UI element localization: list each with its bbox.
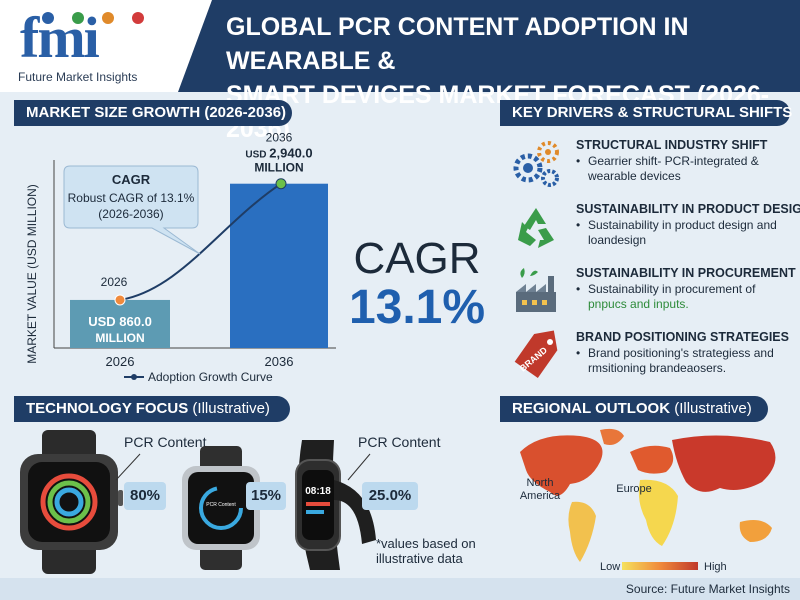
chart-legend: Adoption Growth Curve bbox=[124, 370, 273, 384]
driver-title: SUSTAINABILITY IN PROCUREMENT bbox=[576, 266, 796, 280]
device1-pct: 80% bbox=[124, 482, 166, 510]
curve-marker-2036 bbox=[275, 178, 287, 190]
callout-line-1: Robust CAGR of 13.1% bbox=[68, 191, 195, 205]
device3-pct: 25.0% bbox=[362, 482, 418, 510]
region-south-america bbox=[568, 501, 596, 562]
big-cagr-value: 13.1% bbox=[348, 281, 486, 334]
bar-2026-unit-label: MILLION bbox=[95, 331, 144, 345]
market-heading: MARKET SIZE GROWTH (2026-2036) bbox=[14, 100, 292, 126]
logo-text: Future Market Insights bbox=[18, 70, 138, 84]
regional-heading: REGIONAL OUTLOOK (Illustrative) bbox=[500, 396, 768, 422]
title-line-2: SMART DEVICES MARKET FORECAST (2026-2036… bbox=[226, 81, 770, 143]
bar-2036 bbox=[230, 183, 328, 348]
pointer-line bbox=[115, 453, 141, 481]
region-africa bbox=[638, 479, 678, 546]
region-australia bbox=[739, 520, 772, 542]
drivers-heading: KEY DRIVERS & STRUCTURAL SHIFTS bbox=[500, 100, 792, 126]
label-europe: Europe bbox=[616, 483, 651, 495]
curve-marker-2026 bbox=[114, 294, 126, 306]
legend-label: Adoption Growth Curve bbox=[148, 370, 273, 384]
region-europe bbox=[630, 445, 674, 474]
bar-2036-year-label: 2036 bbox=[266, 131, 293, 145]
driver-text: • Sustainability in procurement of pnpuc… bbox=[576, 282, 756, 311]
source-credit: Source: Future Market Insights bbox=[625, 582, 790, 596]
header: fmi Future Market Insights GLOBAL PCR CO… bbox=[0, 0, 800, 143]
smartwatch-small-icon: PCR Content bbox=[182, 446, 260, 570]
bar-2036-value: 2,940.0 bbox=[269, 146, 312, 161]
footnote: *values based on illustrative data bbox=[376, 536, 476, 566]
recycle-icon bbox=[518, 208, 554, 248]
factory-icon bbox=[516, 268, 556, 312]
device2-pct: 15% bbox=[246, 482, 286, 510]
bar-2036-unit-label: MILLION bbox=[254, 161, 303, 175]
world-heat-map: North America Europe Low High bbox=[520, 428, 776, 573]
legend-high: High bbox=[704, 561, 727, 573]
x-tick-2026: 2026 bbox=[106, 354, 135, 369]
brand-tag-icon: BRAND bbox=[514, 330, 558, 379]
logo-mark: fmi bbox=[20, 5, 100, 70]
driver-brand-positioning: BRAND BRAND POSITIONING STRATEGIES • Bra… bbox=[508, 328, 794, 390]
bullet-icon: • bbox=[576, 282, 581, 296]
driver-title: BRAND POSITIONING STRATEGIES bbox=[576, 330, 789, 344]
bullet-icon: • bbox=[576, 346, 581, 360]
driver-title: SUSTAINABILITY IN PRODUCT DESIGN bbox=[576, 202, 800, 216]
device3-label: PCR Content bbox=[358, 434, 441, 450]
footer-strip bbox=[0, 578, 800, 600]
smartwatch-large-icon bbox=[20, 430, 123, 574]
gears-icon bbox=[513, 141, 559, 187]
pointer-line bbox=[347, 453, 371, 481]
logo-icons bbox=[42, 12, 144, 24]
region-north-america bbox=[520, 435, 603, 496]
label-north-america-line1: North bbox=[527, 477, 554, 489]
driver-text: • Brand positioning's strategiess and rm… bbox=[576, 346, 774, 375]
driver-title: STRUCTURAL INDUSTRY SHIFT bbox=[576, 138, 768, 152]
adoption-growth-curve bbox=[119, 182, 282, 301]
device1-label: PCR Content bbox=[124, 434, 207, 450]
driver-product-design: SUSTAINABILITY IN PRODUCT DESIGN • Susta… bbox=[508, 200, 800, 262]
fmi-logo: fmi Future Market Insights bbox=[14, 8, 174, 88]
legend-low: Low bbox=[600, 561, 620, 573]
driver-text: • Sustainability in product design and l… bbox=[576, 218, 777, 247]
bullet-icon: • bbox=[576, 218, 581, 232]
device3-time: 08:18 bbox=[305, 486, 331, 497]
title-line-1: GLOBAL PCR CONTENT ADOPTION IN WEARABLE … bbox=[226, 13, 689, 75]
device2-screen-text: PCR Content bbox=[206, 502, 236, 508]
tech-heading: TECHNOLOGY FOCUS (Illustrative) bbox=[14, 396, 290, 422]
driver-text: • Gearrier shift- PCR-integrated & weara… bbox=[576, 154, 759, 183]
driver-procurement: SUSTAINABILITY IN PROCUREMENT • Sustaina… bbox=[508, 264, 796, 326]
region-asia bbox=[672, 435, 776, 492]
page-title: GLOBAL PCR CONTENT ADOPTION IN WEARABLE … bbox=[226, 10, 792, 146]
y-axis-label: MARKET VALUE (USD MILLION) bbox=[25, 184, 39, 364]
driver-text-highlight: pnpucs and inputs. bbox=[588, 297, 689, 311]
heat-legend-bar bbox=[622, 562, 698, 570]
bar-2026-year-label: 2026 bbox=[101, 275, 128, 289]
callout-title: CAGR bbox=[112, 172, 151, 187]
bar-2026 bbox=[70, 299, 170, 348]
big-cagr: CAGR 13.1% bbox=[342, 236, 492, 334]
callout-line-2: (2026-2036) bbox=[98, 207, 163, 221]
label-north-america-line2: America bbox=[520, 490, 561, 502]
driver-structural-shift: STRUCTURAL INDUSTRY SHIFT • Gearrier shi… bbox=[508, 136, 794, 198]
cagr-callout: CAGR Robust CAGR of 13.1% (2026-2036) bbox=[63, 165, 201, 255]
bar-2036-value-label: USD 2,940.0 bbox=[245, 146, 312, 161]
bullet-icon: • bbox=[576, 154, 581, 168]
market-chart: MARKET VALUE (USD MILLION) USD 860.0 MIL… bbox=[25, 131, 336, 384]
fitness-band-icon: 08:18 bbox=[295, 440, 376, 570]
region-greenland bbox=[600, 428, 624, 445]
bar-2026-value-label: USD 860.0 bbox=[88, 314, 152, 329]
big-cagr-label: CAGR bbox=[353, 234, 481, 283]
x-tick-2036: 2036 bbox=[265, 354, 294, 369]
bar-2036-value-prefix: USD bbox=[245, 150, 269, 161]
header-band bbox=[178, 0, 800, 92]
